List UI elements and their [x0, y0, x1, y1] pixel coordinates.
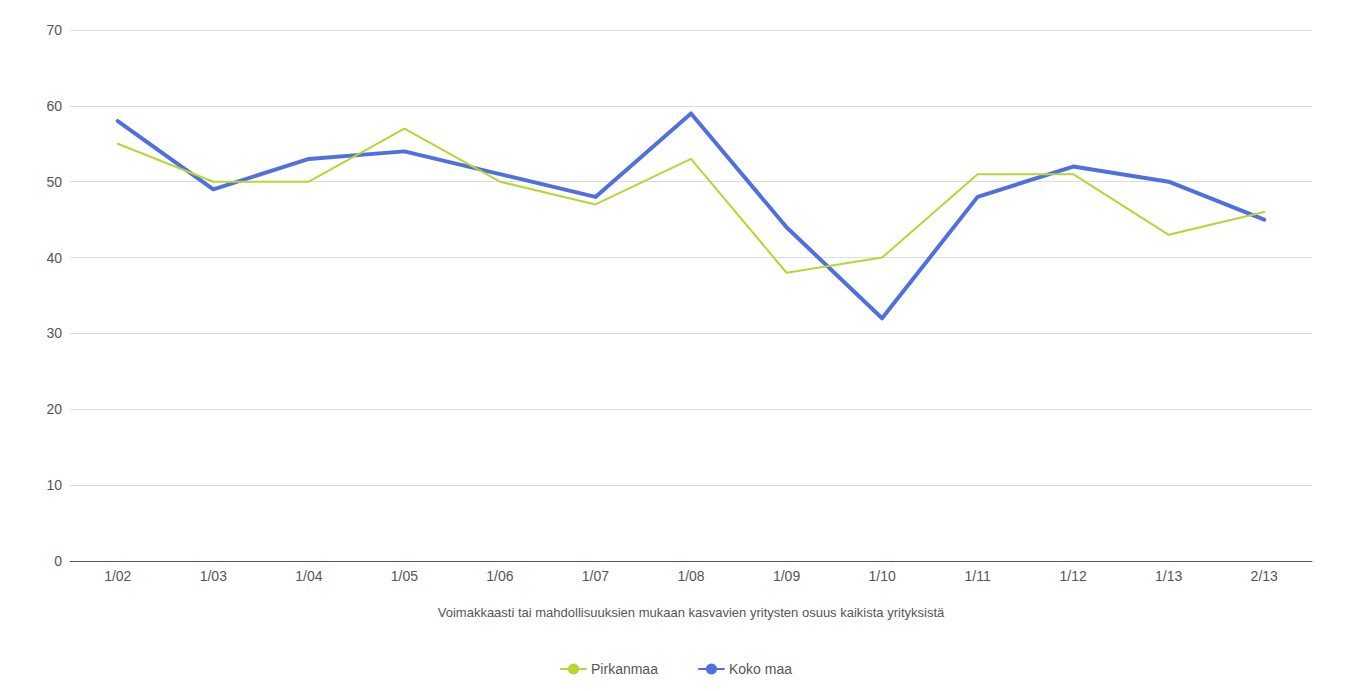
- svg-text:1/05: 1/05: [391, 568, 418, 584]
- svg-text:Voimakkaasti tai mahdollisuuks: Voimakkaasti tai mahdollisuuksien mukaan…: [438, 605, 945, 620]
- svg-text:1/11: 1/11: [965, 568, 991, 584]
- svg-text:1/04: 1/04: [295, 568, 322, 584]
- svg-text:1/06: 1/06: [486, 568, 513, 584]
- svg-text:1/12: 1/12: [1060, 568, 1087, 584]
- svg-text:50: 50: [46, 174, 62, 190]
- svg-text:20: 20: [46, 401, 62, 417]
- svg-text:Pirkanmaa: Pirkanmaa: [591, 661, 658, 677]
- svg-text:1/07: 1/07: [582, 568, 609, 584]
- svg-text:Koko maa: Koko maa: [729, 661, 792, 677]
- svg-text:0: 0: [54, 553, 62, 569]
- svg-text:30: 30: [46, 325, 62, 341]
- svg-text:2/13: 2/13: [1251, 568, 1278, 584]
- svg-text:70: 70: [46, 22, 62, 38]
- svg-text:1/10: 1/10: [868, 568, 895, 584]
- svg-text:1/08: 1/08: [677, 568, 704, 584]
- svg-text:1/09: 1/09: [773, 568, 800, 584]
- svg-text:1/13: 1/13: [1155, 568, 1182, 584]
- svg-text:40: 40: [46, 250, 62, 266]
- svg-text:60: 60: [46, 98, 62, 114]
- svg-text:10: 10: [46, 477, 62, 493]
- svg-text:1/02: 1/02: [104, 568, 131, 584]
- svg-text:1/03: 1/03: [200, 568, 227, 584]
